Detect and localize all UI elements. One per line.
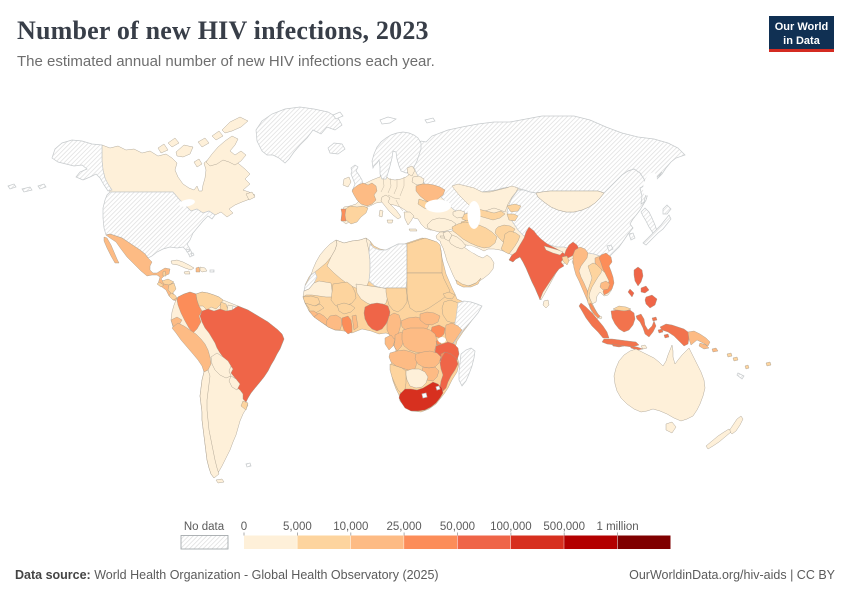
svg-text:No data: No data — [184, 521, 225, 533]
svg-text:0: 0 — [241, 521, 247, 533]
svg-text:100,000: 100,000 — [490, 521, 532, 533]
svg-text:500,000: 500,000 — [543, 521, 585, 533]
svg-text:25,000: 25,000 — [387, 521, 422, 533]
svg-text:1 million: 1 million — [597, 521, 639, 533]
svg-text:50,000: 50,000 — [440, 521, 475, 533]
svg-text:10,000: 10,000 — [333, 521, 368, 533]
svg-text:5,000: 5,000 — [283, 521, 312, 533]
